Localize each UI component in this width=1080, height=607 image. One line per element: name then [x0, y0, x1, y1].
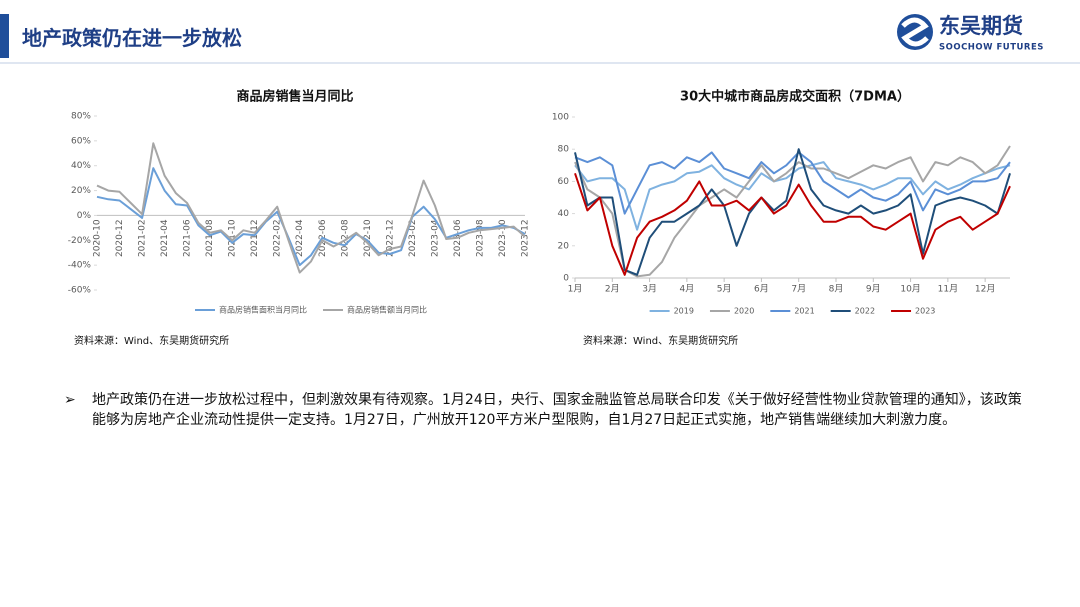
x-tick-label: 7月 [791, 284, 806, 295]
legend-label: 2021 [794, 307, 814, 316]
bullet-point: ➢ 地产政策仍在进一步放松过程中，但刺激效果有待观察。1月24日，央行、国家金融… [64, 390, 1034, 430]
y-tick-label: -20% [68, 236, 92, 246]
y-tick-label: 80% [71, 112, 91, 122]
x-tick-label: 2020-10 [93, 219, 103, 257]
x-tick-label: 9月 [866, 284, 881, 295]
y-tick-label: 40% [71, 161, 91, 171]
x-tick-label: 5月 [717, 284, 732, 295]
series-line [574, 172, 1011, 276]
x-tick-label: 4月 [679, 284, 694, 295]
source-note: 资料来源：Wind、东吴期货研究所 [583, 334, 738, 347]
x-tick-label: 6月 [754, 284, 769, 295]
x-tick-label: 10月 [900, 284, 920, 295]
y-tick-label: 60 [558, 177, 570, 187]
legend-label: 2019 [674, 307, 694, 316]
x-tick-label: 2021-12 [250, 219, 260, 257]
x-tick-label: 2021-10 [228, 219, 238, 257]
legend-label: 2020 [734, 307, 754, 316]
y-tick-label: 100 [552, 113, 569, 123]
slide-title: 地产政策仍在进一步放松 [22, 26, 242, 50]
logo-icon-stroke [901, 17, 929, 47]
legend-label: 商品房销售额当月同比 [347, 305, 427, 315]
y-tick-label: 40 [558, 209, 570, 219]
series-line [574, 145, 1011, 278]
x-tick-label: 2023-04 [430, 219, 440, 257]
x-tick-label: 2023-08 [475, 219, 485, 257]
x-tick-label: 2023-12 [521, 219, 531, 257]
series-line [96, 167, 526, 267]
bullet-text: 地产政策仍在进一步放松过程中，但刺激效果有待观察。1月24日，央行、国家金融监管… [92, 392, 1022, 428]
chart-right: 30大中城市商品房成交面积（7DMA） 0 20 40 60 80 100 1月 2月 3月 4月 5… [552, 89, 1011, 347]
source-note: 资料来源：Wind、东吴期货研究所 [74, 334, 229, 347]
y-tick-label: 60% [71, 136, 91, 146]
x-tick-label: 3月 [642, 284, 657, 295]
legend-label: 2023 [915, 307, 935, 316]
x-tick-label: 12月 [975, 284, 995, 295]
x-tick-label: 2022-04 [295, 219, 305, 257]
series-line [574, 151, 1011, 215]
x-tick-label: 2023-10 [498, 219, 508, 257]
x-tick-label: 2023-02 [408, 219, 418, 257]
y-tick-label: -40% [68, 261, 92, 271]
chart-title: 30大中城市商品房成交面积（7DMA） [680, 89, 910, 105]
x-tick-label: 1月 [568, 284, 583, 295]
x-tick-label: 2021-06 [183, 219, 193, 257]
logo-en: SOOCHOW FUTURES [939, 43, 1044, 53]
x-tick-label: 2021-04 [160, 219, 170, 257]
series-line [574, 148, 1011, 276]
bullet-marker: ➢ [64, 392, 76, 408]
x-tick-label: 11月 [938, 284, 958, 295]
x-tick-label: 2月 [605, 284, 620, 295]
chart-left: 商品房销售当月同比 -60% -40% -20% 0% 20% 40% 60% 80% 2020-… [68, 89, 531, 348]
x-tick-label: 2022-12 [385, 219, 395, 257]
x-tick-label: 2022-10 [363, 219, 373, 257]
y-tick-label: 20% [71, 186, 91, 196]
x-tick-label: 2022-08 [340, 219, 350, 257]
y-tick-label: 80 [558, 145, 570, 155]
x-tick-label: 2020-12 [115, 219, 125, 257]
y-tick-label: -60% [68, 286, 92, 296]
y-tick-label: 20 [558, 241, 570, 251]
title-accent [0, 14, 9, 58]
x-tick-label: 8月 [829, 284, 844, 295]
x-tick-label: 2021-02 [138, 219, 148, 257]
y-tick-label: 0% [77, 211, 92, 221]
header-rule [0, 62, 1080, 64]
x-tick-label: 2022-02 [273, 219, 283, 257]
logo: 东吴期货 SOOCHOW FUTURES [897, 14, 1044, 53]
legend-label: 2022 [855, 307, 875, 316]
chart-title: 商品房销售当月同比 [236, 89, 353, 105]
logo-cn: 东吴期货 [939, 14, 1023, 38]
legend-label: 商品房销售面积当月同比 [219, 305, 307, 315]
y-tick-label: 0 [563, 274, 569, 284]
x-tick-label: 2021-08 [205, 219, 215, 257]
series-line [96, 142, 526, 274]
